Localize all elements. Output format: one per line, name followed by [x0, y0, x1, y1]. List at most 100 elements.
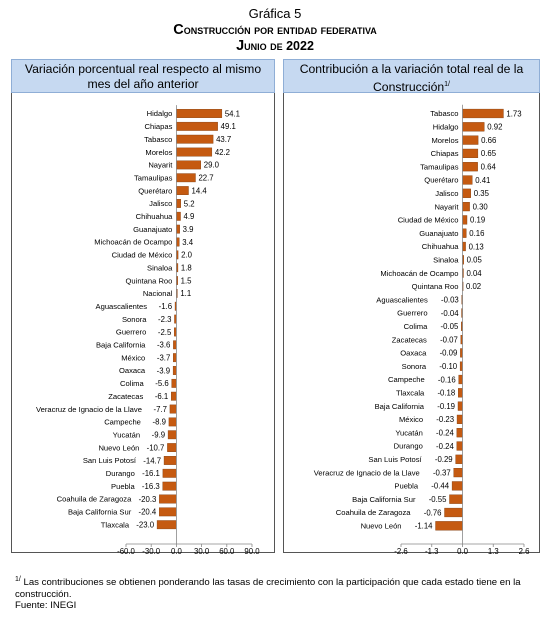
category-label: Colima: [404, 322, 428, 331]
category-label: Chiapas: [145, 122, 173, 131]
bar: [462, 122, 485, 132]
value-label: -0.05: [441, 322, 459, 331]
x-tick-label: 0.0: [457, 547, 469, 556]
category-label: Jalisco: [149, 199, 172, 208]
bar: [453, 468, 463, 478]
value-label: 1.8: [181, 264, 192, 273]
value-label: -0.10: [439, 362, 457, 371]
bar: [458, 374, 463, 385]
category-label: Chihuahua: [136, 212, 174, 221]
value-label: 0.05: [467, 256, 483, 265]
value-label: 22.7: [198, 174, 213, 183]
value-label: 0.16: [469, 229, 484, 238]
x-tick-label: 1.3: [488, 547, 499, 556]
value-label: 0.35: [474, 189, 490, 198]
category-label: Guanajuato: [133, 225, 172, 234]
value-label: 29.0: [204, 161, 220, 170]
category-label: Michoacán de Ocampo: [380, 269, 458, 278]
value-label: -0.09: [440, 349, 458, 358]
category-label: Baja California: [375, 402, 425, 411]
figure-date: Junio de 2022: [236, 38, 314, 54]
value-label: -3.7: [157, 353, 170, 362]
right-panel-title: Contribución a la variación total real d…: [299, 62, 524, 95]
value-label: -8.9: [152, 418, 165, 427]
value-label: -7.7: [153, 405, 166, 414]
footnote-text: Las contribuciones se obtienen ponderand…: [15, 577, 521, 601]
category-label: Guanajuato: [419, 229, 458, 238]
value-label: -0.18: [437, 389, 455, 398]
value-label: -0.55: [429, 495, 447, 504]
bar: [462, 175, 473, 185]
right-panel-title-marker: 1/: [444, 81, 450, 88]
value-label: -9.9: [152, 431, 165, 440]
value-label: 0.13: [469, 242, 484, 251]
source-note: Fuente: INEGI: [15, 600, 77, 611]
left-panel: [11, 93, 275, 553]
bar: [444, 507, 463, 518]
figure-title: Gráfica 5: [248, 6, 302, 21]
bar: [456, 441, 463, 451]
value-label: 1.5: [181, 276, 193, 285]
bar: [462, 201, 470, 212]
category-label: Baja California Sur: [68, 508, 132, 517]
category-label: Tlaxcala: [396, 389, 425, 398]
bar: [456, 428, 463, 438]
category-label: Tamaulipas: [420, 162, 459, 171]
bar: [455, 454, 463, 464]
category-label: Campeche: [104, 418, 141, 427]
category-label: Morelos: [145, 148, 172, 157]
bar: [449, 494, 463, 504]
value-label: -0.24: [436, 429, 454, 438]
category-label: Querétaro: [424, 176, 458, 185]
value-label: -0.24: [436, 442, 454, 451]
category-label: Oaxaca: [400, 349, 427, 358]
category-label: Coahuila de Zaragoza: [57, 495, 132, 504]
value-label: 0.30: [473, 202, 489, 211]
category-label: Guerrero: [397, 309, 427, 318]
value-label: 0.65: [481, 149, 497, 158]
category-label: Morelos: [431, 136, 458, 145]
value-label: -3.9: [157, 366, 170, 375]
category-label: Jalisco: [435, 189, 458, 198]
value-label: -0.23: [436, 415, 454, 424]
category-label: Nayarit: [148, 161, 173, 170]
figure-subtitle: Construcción por entidad federativa: [173, 22, 377, 38]
bar: [462, 162, 478, 172]
category-label: Ciudad de México: [112, 251, 173, 260]
category-label: Querétaro: [138, 186, 172, 195]
x-tick-label: 60.0: [219, 547, 235, 556]
value-label: 1.1: [180, 289, 191, 298]
category-label: Durango: [394, 442, 423, 451]
value-label: -0.76: [424, 508, 442, 517]
value-label: -6.1: [155, 392, 168, 401]
category-label: Durango: [106, 469, 135, 478]
figure-subtitle-text: onstrucción por entidad federativa: [183, 23, 377, 37]
value-label: 0.64: [481, 163, 497, 172]
value-label: -0.19: [437, 402, 455, 411]
bar: [462, 228, 467, 238]
x-tick-label: 2.6: [519, 547, 530, 556]
value-label: 2.0: [181, 251, 193, 260]
footnote: 1/ Las contribuciones se obtienen ponder…: [15, 574, 545, 601]
category-label: Tlaxcala: [101, 520, 130, 529]
category-label: Quintana Roo: [126, 276, 173, 285]
x-tick-label: 30.0: [194, 547, 210, 556]
category-label: México: [399, 415, 423, 424]
value-label: -0.04: [441, 309, 459, 318]
value-label: 49.1: [221, 122, 236, 131]
value-label: -16.3: [142, 482, 160, 491]
category-label: Hidalgo: [147, 109, 173, 118]
category-label: Chihuahua: [422, 242, 460, 251]
category-label: Hidalgo: [433, 123, 459, 132]
value-label: -0.29: [435, 455, 453, 464]
category-label: Nayarit: [434, 202, 459, 211]
category-label: Chiapas: [431, 149, 459, 158]
bar: [435, 521, 463, 531]
category-label: Sinaloa: [433, 256, 459, 265]
bar: [462, 135, 479, 145]
value-label: 43.7: [216, 135, 231, 144]
value-label: 3.4: [182, 238, 194, 247]
value-label: -0.07: [440, 335, 458, 344]
bar: [462, 108, 504, 119]
category-label: Aguascalientes: [96, 302, 148, 311]
